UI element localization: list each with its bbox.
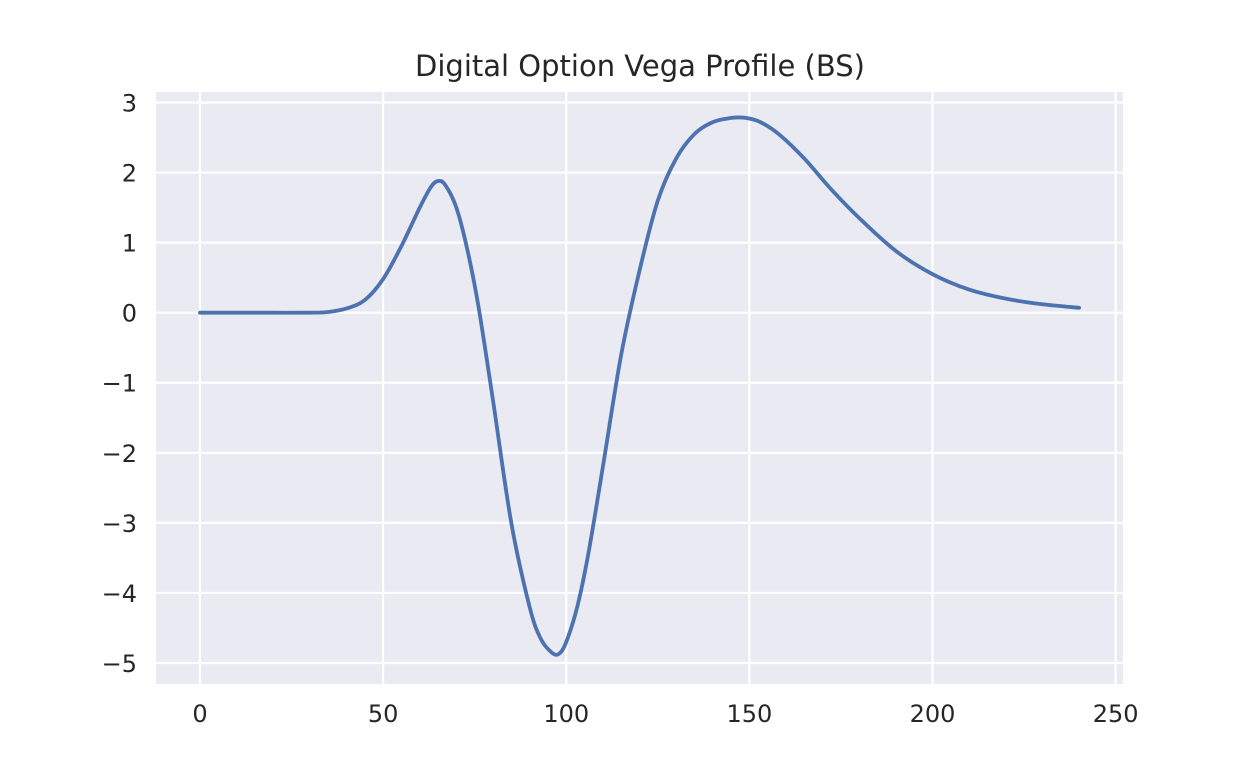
x-tick-label: 200 [910,700,956,728]
series-line [198,115,1081,657]
x-tick-label: 50 [368,700,399,728]
series-group [198,115,1081,657]
y-tick-label: −2 [102,440,137,468]
x-tick-label: 100 [543,700,589,728]
grid [156,92,1123,684]
x-tick-label: 150 [726,700,772,728]
x-tick-label: 0 [192,700,207,728]
y-tick-label: −4 [102,580,137,608]
y-tick-label: −1 [102,370,137,398]
x-tick-label: 250 [1093,700,1139,728]
y-tick-label: 2 [122,160,137,188]
y-tick-label: −3 [102,510,137,538]
y-tick-label: 3 [122,90,137,118]
y-tick-label: 0 [122,300,137,328]
plot-area [156,92,1123,684]
chart-title: Digital Option Vega Profile (BS) [415,49,865,83]
y-tick-labels: 3 2 1 0 −1 −2 −3 −4 −5 [102,90,137,678]
y-tick-label: −5 [102,650,137,678]
x-tick-labels: 0 50 100 150 200 250 [192,700,1138,728]
y-tick-label: 1 [122,230,137,258]
